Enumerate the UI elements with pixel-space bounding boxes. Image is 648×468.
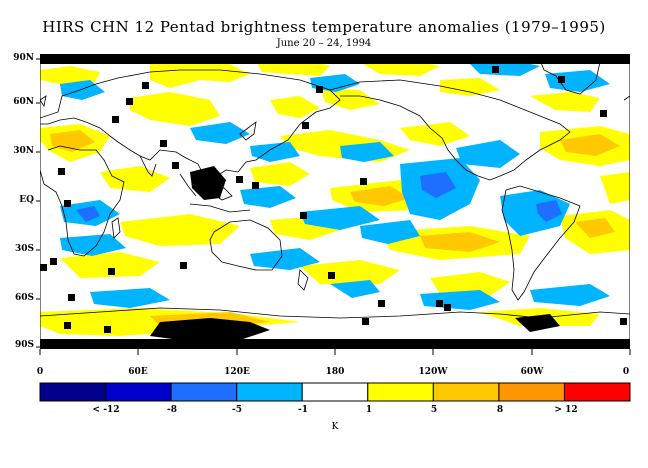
lat-label-30n: 30N <box>13 146 34 156</box>
colorbar-label-lt-12: < -12 <box>92 405 120 415</box>
lat-label-eq: EQ <box>19 195 34 205</box>
colorbar-swatch <box>236 382 303 402</box>
cold-anomaly-regions <box>60 60 610 310</box>
lat-label-90s: 90S <box>14 340 34 350</box>
lon-label-0-east: 0 <box>622 367 630 377</box>
colorbar-swatch <box>498 382 565 402</box>
colorbar-label-5: 5 <box>430 405 438 415</box>
colorbar-label-minus-5: -5 <box>232 405 242 415</box>
lon-label-60w: 60W <box>520 367 544 377</box>
lat-label-60n: 60N <box>13 97 34 107</box>
lat-label-60s: 60S <box>14 293 34 303</box>
axis-ticks <box>36 58 631 355</box>
lon-label-60e: 60E <box>128 367 148 377</box>
lon-label-120e: 120E <box>224 367 250 377</box>
lat-label-30s: 30S <box>14 244 34 254</box>
colorbar-swatch <box>563 382 631 402</box>
lat-label-90n: 90N <box>13 53 34 63</box>
lon-label-120w: 120W <box>418 367 448 377</box>
colorbar-swatch <box>39 382 107 402</box>
colorbar-swatch <box>105 382 172 402</box>
colorbar-swatch <box>301 382 369 402</box>
colorbar-label-gt-12: > 12 <box>554 405 578 415</box>
colorbar-unit: K <box>331 422 339 432</box>
lon-label-0: 0 <box>36 367 44 377</box>
map-subtitle: June 20 – 24, 1994 <box>276 38 372 49</box>
colorbar-label-minus-8: -8 <box>167 405 177 415</box>
colorbar-swatch <box>367 382 434 402</box>
colorbar-label-minus-1: -1 <box>298 405 308 415</box>
lon-label-180: 180 <box>325 367 345 377</box>
strong-cold-cores <box>76 172 562 222</box>
colorbar-label-1: 1 <box>365 405 373 415</box>
missing-data-regions <box>40 54 630 349</box>
coastlines <box>40 55 630 319</box>
colorbar <box>39 382 631 402</box>
colorbar-swatch <box>170 382 238 402</box>
colorbar-swatch <box>432 382 500 402</box>
colorbar-label-8: 8 <box>496 405 504 415</box>
map-title: HIRS CHN 12 Pentad brightness temperatur… <box>42 18 606 36</box>
